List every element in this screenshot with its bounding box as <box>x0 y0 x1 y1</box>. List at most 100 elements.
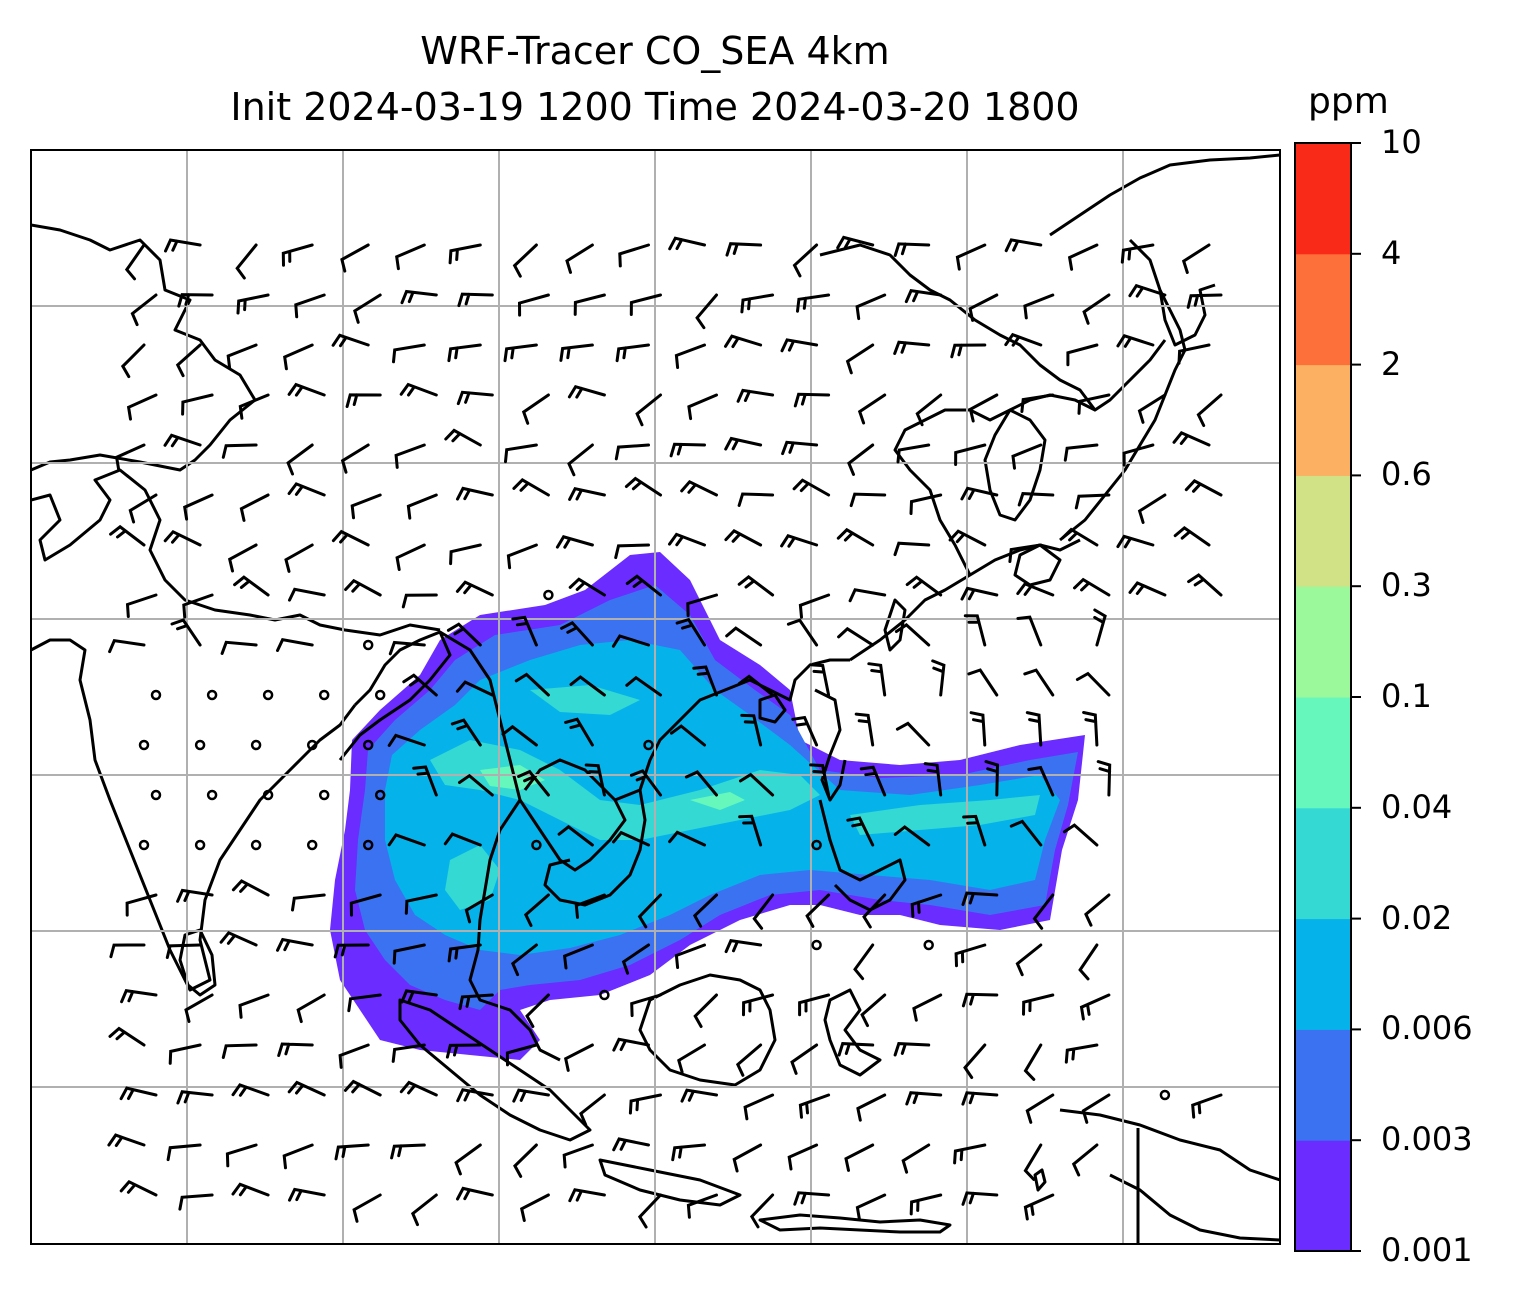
wind-barb <box>1073 577 1111 597</box>
wind-barb <box>331 529 370 547</box>
wind-barb <box>513 1143 538 1178</box>
wind-barb <box>388 640 426 656</box>
wind-barb <box>853 943 875 981</box>
wind-barb <box>562 943 594 970</box>
wind-barb <box>669 442 706 458</box>
wind-barb <box>276 638 314 652</box>
wind-barb <box>163 433 202 448</box>
wind-barb <box>284 543 314 573</box>
wind-barb <box>893 340 931 355</box>
wind-barb <box>126 393 158 421</box>
wind-barb <box>238 993 270 1019</box>
wind-barb <box>1023 1043 1043 1081</box>
colorbar-tick-label: 0.003 <box>1381 1120 1473 1159</box>
colorbar-tick-label: 0.001 <box>1381 1231 1473 1269</box>
wind-barb <box>288 587 326 602</box>
calm-wind-marker <box>138 739 150 751</box>
wind-barb <box>563 1043 594 1072</box>
wind-barb <box>635 393 662 427</box>
wind-barb <box>1027 765 1055 797</box>
wind-barb <box>166 1143 202 1162</box>
wind-barb <box>1017 492 1055 507</box>
wind-barb <box>1074 493 1111 510</box>
wind-barb <box>568 486 606 501</box>
wind-barb <box>674 343 706 369</box>
wind-barb <box>220 640 258 655</box>
plume-level-002 <box>430 740 820 840</box>
wind-barb <box>505 1043 538 1067</box>
wind-barb <box>1015 943 1043 977</box>
wind-barb <box>796 293 831 313</box>
wind-barb <box>961 891 999 906</box>
calm-wind-marker <box>206 789 218 801</box>
map-title-line-2: Init 2024-03-19 1200 Time 2024-03-20 180… <box>230 85 1080 129</box>
wind-barb <box>443 832 482 847</box>
wind-barb <box>786 618 819 647</box>
calm-wind-marker <box>1159 1089 1171 1101</box>
wind-barb <box>557 824 594 847</box>
colorbar-ticks <box>1351 142 1361 1252</box>
wind-barb <box>394 443 426 469</box>
calm-wind-marker <box>138 839 150 851</box>
wind-barb <box>1025 1093 1055 1124</box>
wind-barb <box>781 440 819 456</box>
map-title-line-1: WRF-Tracer CO_SEA 4km <box>420 29 890 73</box>
calm-wind-marker <box>599 989 610 1001</box>
wind-barb <box>503 343 538 363</box>
wind-barb <box>294 293 326 319</box>
wind-barb <box>960 586 999 601</box>
wind-barb <box>923 762 943 797</box>
coastline-java <box>598 1158 742 1207</box>
wind-barb <box>628 1093 662 1115</box>
wind-barb <box>392 343 426 364</box>
wind-barb <box>338 1043 370 1069</box>
wind-barb <box>740 713 763 747</box>
wind-barb <box>1128 581 1167 597</box>
wind-barb <box>684 770 718 797</box>
wind-barb <box>449 543 482 566</box>
wind-barb <box>737 575 775 597</box>
wind-barb <box>1075 671 1111 697</box>
wind-barb <box>387 833 426 847</box>
wind-barb <box>1025 711 1043 747</box>
coastline-philippines-south <box>818 799 907 912</box>
wind-barb <box>739 772 775 797</box>
wind-barb <box>446 622 482 647</box>
wind-barb <box>953 1143 987 1165</box>
wind-barb <box>276 937 314 952</box>
wind-barb <box>281 243 314 267</box>
wind-barb <box>724 529 763 547</box>
wind-barb <box>573 293 606 316</box>
wind-barb <box>798 1093 831 1119</box>
wind-barb <box>444 428 482 447</box>
wind-barb <box>340 243 370 273</box>
wind-barb <box>1122 443 1155 467</box>
wind-barb <box>168 1043 202 1065</box>
calm-wind-marker <box>362 639 374 651</box>
wind-barb <box>512 478 550 497</box>
wind-barb <box>1023 668 1055 697</box>
calm-wind-marker <box>318 789 330 801</box>
wind-barb <box>738 814 763 847</box>
wind-barb <box>967 668 999 697</box>
wind-barb <box>752 893 775 930</box>
colorbar-tick-label: 0.6 <box>1381 455 1432 494</box>
wind-barb <box>1023 1143 1043 1181</box>
wind-barb <box>457 292 494 308</box>
wind-barb <box>1004 332 1043 347</box>
wind-barb <box>235 243 258 280</box>
wind-barb <box>687 393 718 421</box>
wind-barb <box>521 393 550 425</box>
wind-barb <box>170 618 202 647</box>
wind-barb <box>277 1042 314 1057</box>
wind-barb <box>412 765 438 797</box>
colorbar-tick-label: 4 <box>1381 233 1402 272</box>
wind-barb <box>695 293 718 330</box>
wind-barb <box>506 543 538 570</box>
wind-barb <box>737 492 775 507</box>
wind-barb <box>621 943 650 975</box>
wind-barb <box>674 943 706 969</box>
wind-barb <box>836 235 875 250</box>
wind-barb <box>849 492 887 508</box>
